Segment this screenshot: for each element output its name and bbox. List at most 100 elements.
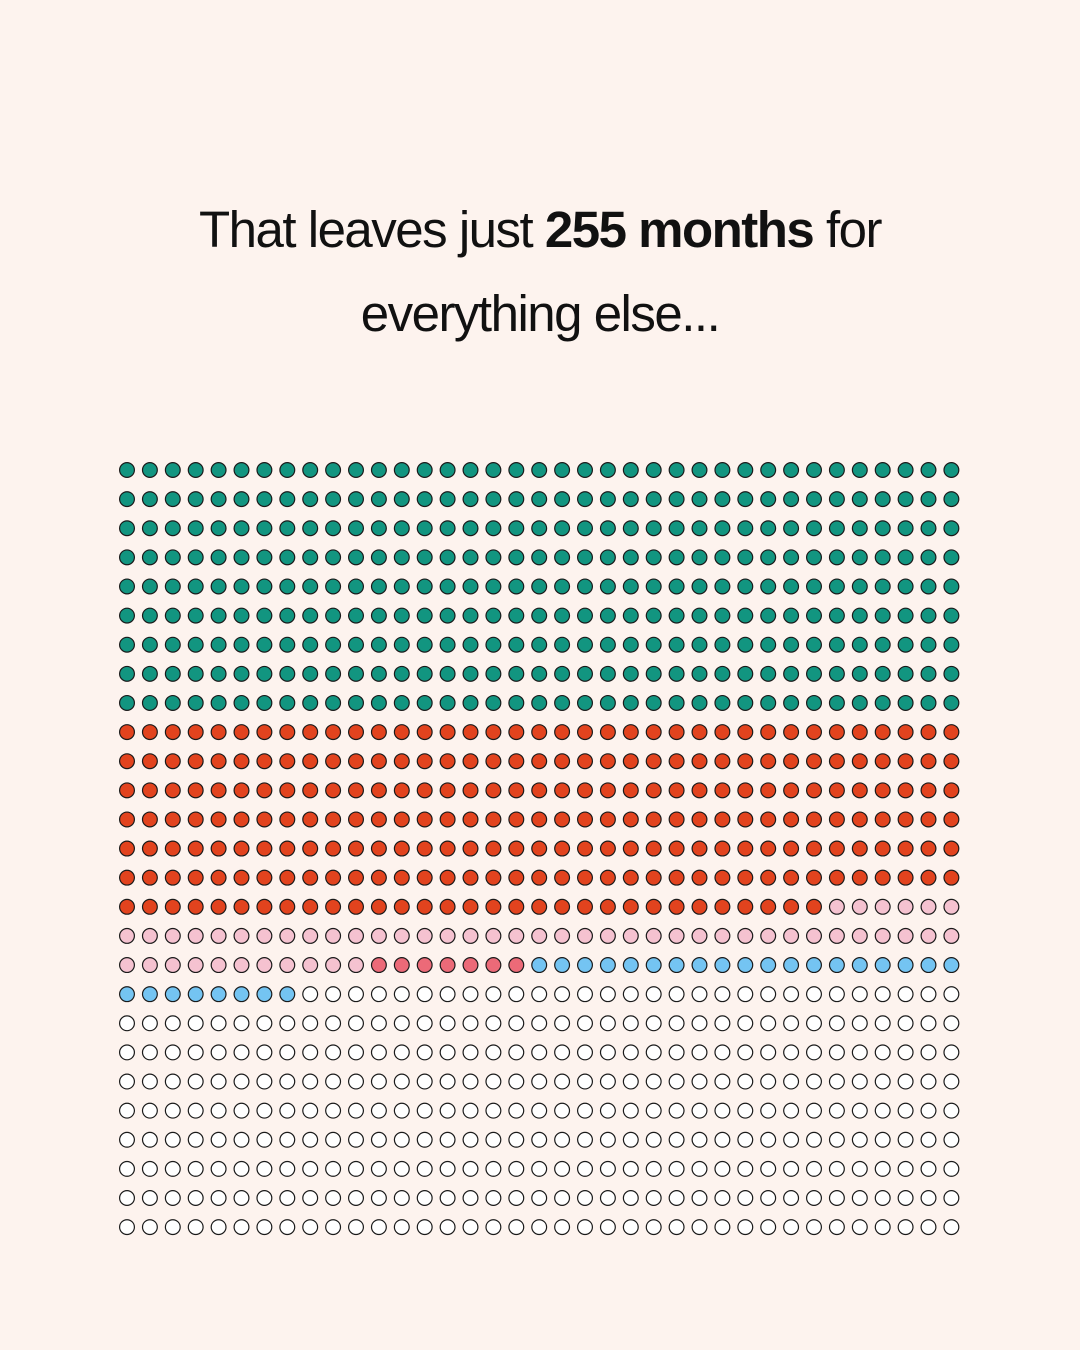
month-dot <box>439 840 456 857</box>
month-dot <box>737 724 754 741</box>
month-dot <box>233 811 250 828</box>
month-dot <box>599 1189 616 1206</box>
month-dot <box>187 1160 204 1177</box>
month-dot <box>141 636 158 653</box>
month-dot <box>416 1044 433 1061</box>
month-dot <box>599 607 616 624</box>
month-dot <box>508 724 525 741</box>
month-dot <box>279 665 296 682</box>
month-dot <box>828 636 845 653</box>
month-dot <box>691 724 708 741</box>
month-dot <box>897 927 914 944</box>
month-dot <box>393 753 410 770</box>
month-dot <box>554 1015 571 1032</box>
month-dot <box>302 927 319 944</box>
month-dot <box>554 1131 571 1148</box>
month-dot <box>714 636 731 653</box>
month-dot <box>622 782 639 799</box>
month-dot <box>233 1044 250 1061</box>
month-dot <box>508 1219 525 1236</box>
month-dot <box>485 694 502 711</box>
month-dot <box>416 927 433 944</box>
month-dot <box>141 1102 158 1119</box>
month-dot <box>531 549 548 566</box>
month-dot <box>943 724 960 741</box>
month-dot <box>920 607 937 624</box>
month-dot <box>118 1189 135 1206</box>
month-dot <box>348 1015 365 1032</box>
month-dot <box>599 811 616 828</box>
month-dot <box>439 724 456 741</box>
month-dot <box>118 491 135 508</box>
month-dot <box>302 520 319 537</box>
month-dot <box>920 520 937 537</box>
month-dot <box>599 927 616 944</box>
month-dot <box>576 1219 593 1236</box>
month-dot <box>256 491 273 508</box>
month-dot <box>760 578 777 595</box>
month-dot <box>714 607 731 624</box>
month-dot <box>279 607 296 624</box>
month-dot <box>554 520 571 537</box>
month-dot <box>874 1219 891 1236</box>
month-dot <box>599 491 616 508</box>
month-dot <box>370 491 387 508</box>
month-dot <box>874 462 891 479</box>
month-dot <box>485 520 502 537</box>
month-dot <box>576 927 593 944</box>
month-dot <box>370 1219 387 1236</box>
month-dot <box>668 811 685 828</box>
month-dot <box>210 578 227 595</box>
month-dot <box>714 869 731 886</box>
month-dot <box>256 665 273 682</box>
month-dot <box>485 1015 502 1032</box>
month-dot <box>325 665 342 682</box>
month-dot <box>187 549 204 566</box>
month-dot <box>622 578 639 595</box>
month-dot <box>691 462 708 479</box>
month-dot <box>599 1073 616 1090</box>
month-dot <box>691 607 708 624</box>
month-dot <box>531 811 548 828</box>
month-dot <box>874 898 891 915</box>
month-dot <box>416 898 433 915</box>
month-dot <box>302 753 319 770</box>
month-dot <box>737 986 754 1003</box>
month-dot <box>531 1073 548 1090</box>
month-dot <box>416 1160 433 1177</box>
month-dot <box>439 520 456 537</box>
month-dot <box>439 578 456 595</box>
month-dot <box>416 1015 433 1032</box>
month-dot <box>576 549 593 566</box>
month-dot <box>599 549 616 566</box>
month-dot <box>233 549 250 566</box>
month-dot <box>279 1189 296 1206</box>
month-dot <box>874 1131 891 1148</box>
month-dot <box>576 1015 593 1032</box>
month-dot <box>554 840 571 857</box>
month-dot <box>622 869 639 886</box>
month-dot <box>393 869 410 886</box>
month-dot <box>622 1102 639 1119</box>
month-dot <box>370 927 387 944</box>
month-dot <box>599 578 616 595</box>
month-dot <box>164 724 181 741</box>
month-dot <box>645 1102 662 1119</box>
month-dot <box>118 1219 135 1236</box>
month-dot <box>622 1219 639 1236</box>
month-dot <box>554 957 571 974</box>
month-dot <box>622 724 639 741</box>
month-dot <box>714 986 731 1003</box>
month-dot <box>485 1219 502 1236</box>
month-dot <box>920 811 937 828</box>
month-dot <box>783 491 800 508</box>
month-dot <box>210 1219 227 1236</box>
month-dot <box>691 1044 708 1061</box>
month-dot <box>851 1131 868 1148</box>
month-dot <box>760 1219 777 1236</box>
month-dot <box>599 986 616 1003</box>
month-dot <box>851 636 868 653</box>
month-dot <box>462 927 479 944</box>
month-dot <box>187 694 204 711</box>
month-dot <box>645 869 662 886</box>
